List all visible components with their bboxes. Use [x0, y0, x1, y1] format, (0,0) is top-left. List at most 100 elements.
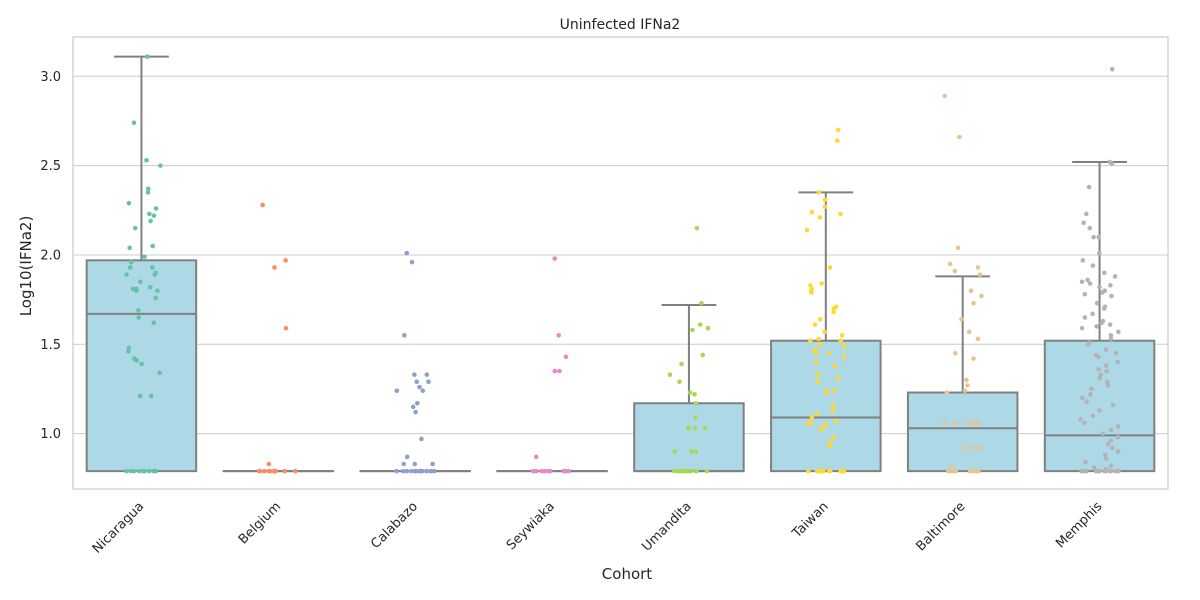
x-tick-label: Belgium: [236, 499, 284, 547]
data-point: [430, 461, 435, 467]
box-umandita: [633, 303, 745, 473]
data-point: [410, 404, 416, 410]
data-point: [839, 333, 845, 338]
data-point: [552, 256, 558, 261]
data-point: [134, 288, 139, 293]
x-tick-label: Taiwan: [789, 499, 832, 542]
points-seywiaka: [530, 256, 572, 474]
data-point: [404, 250, 410, 256]
data-point: [530, 468, 536, 474]
y-tick-label: 1.5: [40, 338, 61, 353]
data-point: [838, 338, 843, 344]
data-point: [1087, 281, 1093, 286]
data-point: [136, 315, 142, 320]
data-point: [283, 325, 289, 331]
data-point: [959, 316, 964, 322]
data-point: [1103, 363, 1109, 369]
data-point: [822, 329, 828, 335]
box-memphis: [1043, 161, 1156, 473]
data-point: [137, 393, 143, 399]
x-tick-label: Memphis: [1053, 499, 1105, 551]
box-body: [633, 402, 745, 473]
data-point: [1097, 408, 1102, 413]
x-tick-label: Nicaragua: [90, 499, 147, 556]
data-point: [152, 468, 158, 474]
data-point: [942, 93, 948, 99]
data-point: [282, 468, 288, 474]
data-point: [694, 225, 700, 231]
data-point: [1100, 431, 1106, 436]
data-point: [693, 400, 699, 406]
data-point: [1080, 258, 1086, 263]
data-point: [1091, 465, 1097, 470]
data-point: [819, 468, 825, 474]
data-point: [1094, 300, 1100, 306]
data-point: [561, 468, 567, 474]
data-point: [1082, 420, 1087, 426]
data-point: [150, 265, 155, 270]
data-point: [414, 400, 420, 406]
data-point: [819, 281, 824, 286]
data-point: [148, 284, 153, 290]
data-point: [672, 468, 677, 474]
data-point: [816, 190, 822, 195]
data-point: [142, 254, 147, 260]
data-point: [687, 468, 692, 474]
data-point: [420, 388, 426, 394]
data-point: [131, 468, 137, 474]
data-point: [1087, 225, 1093, 231]
data-point: [1097, 284, 1102, 290]
data-point: [686, 425, 691, 431]
data-point: [1108, 336, 1114, 342]
data-point: [412, 461, 418, 467]
data-point: [402, 333, 407, 338]
data-point: [124, 468, 129, 474]
data-point: [1115, 449, 1121, 454]
data-point: [699, 300, 704, 306]
data-point: [563, 354, 569, 360]
data-point: [677, 379, 682, 385]
data-point: [404, 454, 410, 460]
data-point: [817, 215, 823, 220]
data-point: [965, 383, 970, 388]
data-point: [1115, 359, 1120, 365]
data-point: [955, 245, 961, 251]
data-point: [1098, 372, 1103, 377]
data-point: [1081, 220, 1086, 226]
data-point: [968, 468, 973, 474]
data-point: [283, 258, 288, 263]
data-point: [814, 359, 819, 365]
data-point: [273, 468, 278, 474]
data-point: [974, 468, 979, 474]
data-point: [1096, 234, 1102, 240]
data-point: [266, 461, 272, 467]
data-point: [419, 468, 425, 474]
data-point: [158, 163, 163, 168]
data-point: [150, 243, 156, 249]
data-point: [1079, 395, 1085, 401]
data-point: [822, 204, 828, 210]
data-point: [966, 329, 972, 335]
data-point: [809, 290, 814, 295]
x-tick-labels: Nicaragua Belgium Calabazo Seywiaka Umandita…: [90, 499, 1106, 557]
data-point: [676, 468, 682, 474]
data-point: [144, 157, 149, 163]
data-point: [401, 461, 407, 467]
data-point: [835, 375, 841, 381]
data-point: [1085, 341, 1091, 347]
data-point: [424, 468, 429, 474]
data-point: [818, 427, 823, 433]
data-point: [1085, 277, 1090, 283]
data-point: [841, 354, 847, 360]
data-point: [964, 377, 969, 383]
data-point: [1110, 445, 1115, 451]
data-point: [1108, 427, 1114, 433]
data-point: [944, 390, 950, 395]
data-point: [257, 468, 262, 474]
box-body: [770, 339, 882, 473]
data-point: [822, 424, 827, 429]
data-point: [557, 368, 562, 374]
data-point: [139, 361, 144, 367]
data-point: [153, 206, 159, 211]
